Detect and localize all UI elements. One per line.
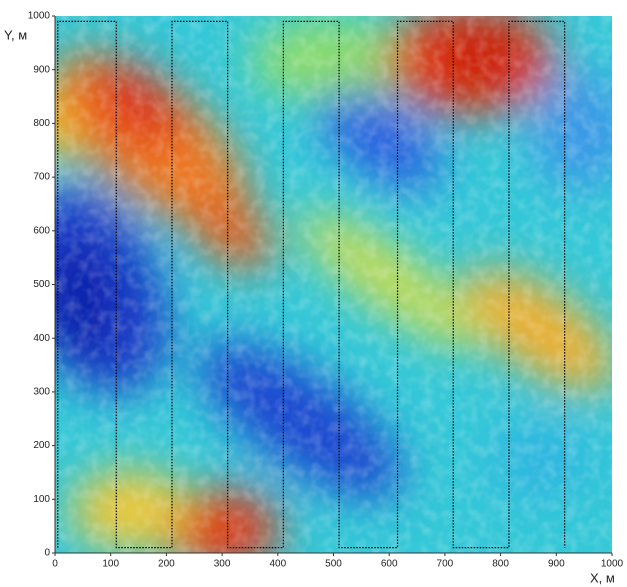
surface [0,5,627,570]
y-axis-label: Y, м [4,27,27,42]
x-tick-label: 900 [548,559,565,570]
x-tick-label: 800 [492,559,509,570]
y-tick-label: 500 [33,279,50,290]
x-tick-label: 600 [381,559,398,570]
y-tick-label: 300 [33,387,50,398]
x-tick-label: 300 [214,559,231,570]
y-tick-label: 900 [33,64,50,75]
x-tick-label: 0 [52,559,58,570]
x-tick-label: 700 [437,559,454,570]
y-tick-label: 1000 [28,11,51,22]
chart: Y, м X, м 0 100 200 300 400 500 600 700 800 900 10… [0,0,627,587]
y-tick-label: 400 [33,333,50,344]
y-tick-label: 0 [44,548,50,559]
x-tick-label: 100 [102,559,119,570]
y-tick-label: 700 [33,172,50,183]
x-tick-label: 400 [269,559,286,570]
x-tick-label: 1000 [601,559,624,570]
y-tick-label: 100 [33,494,50,505]
x-axis-label: X, м [590,570,615,585]
y-tick-label: 600 [33,225,50,236]
x-tick-label: 500 [325,559,342,570]
x-tick-label: 200 [158,559,175,570]
y-tick-label: 200 [33,440,50,451]
y-tick-label: 800 [33,118,50,129]
